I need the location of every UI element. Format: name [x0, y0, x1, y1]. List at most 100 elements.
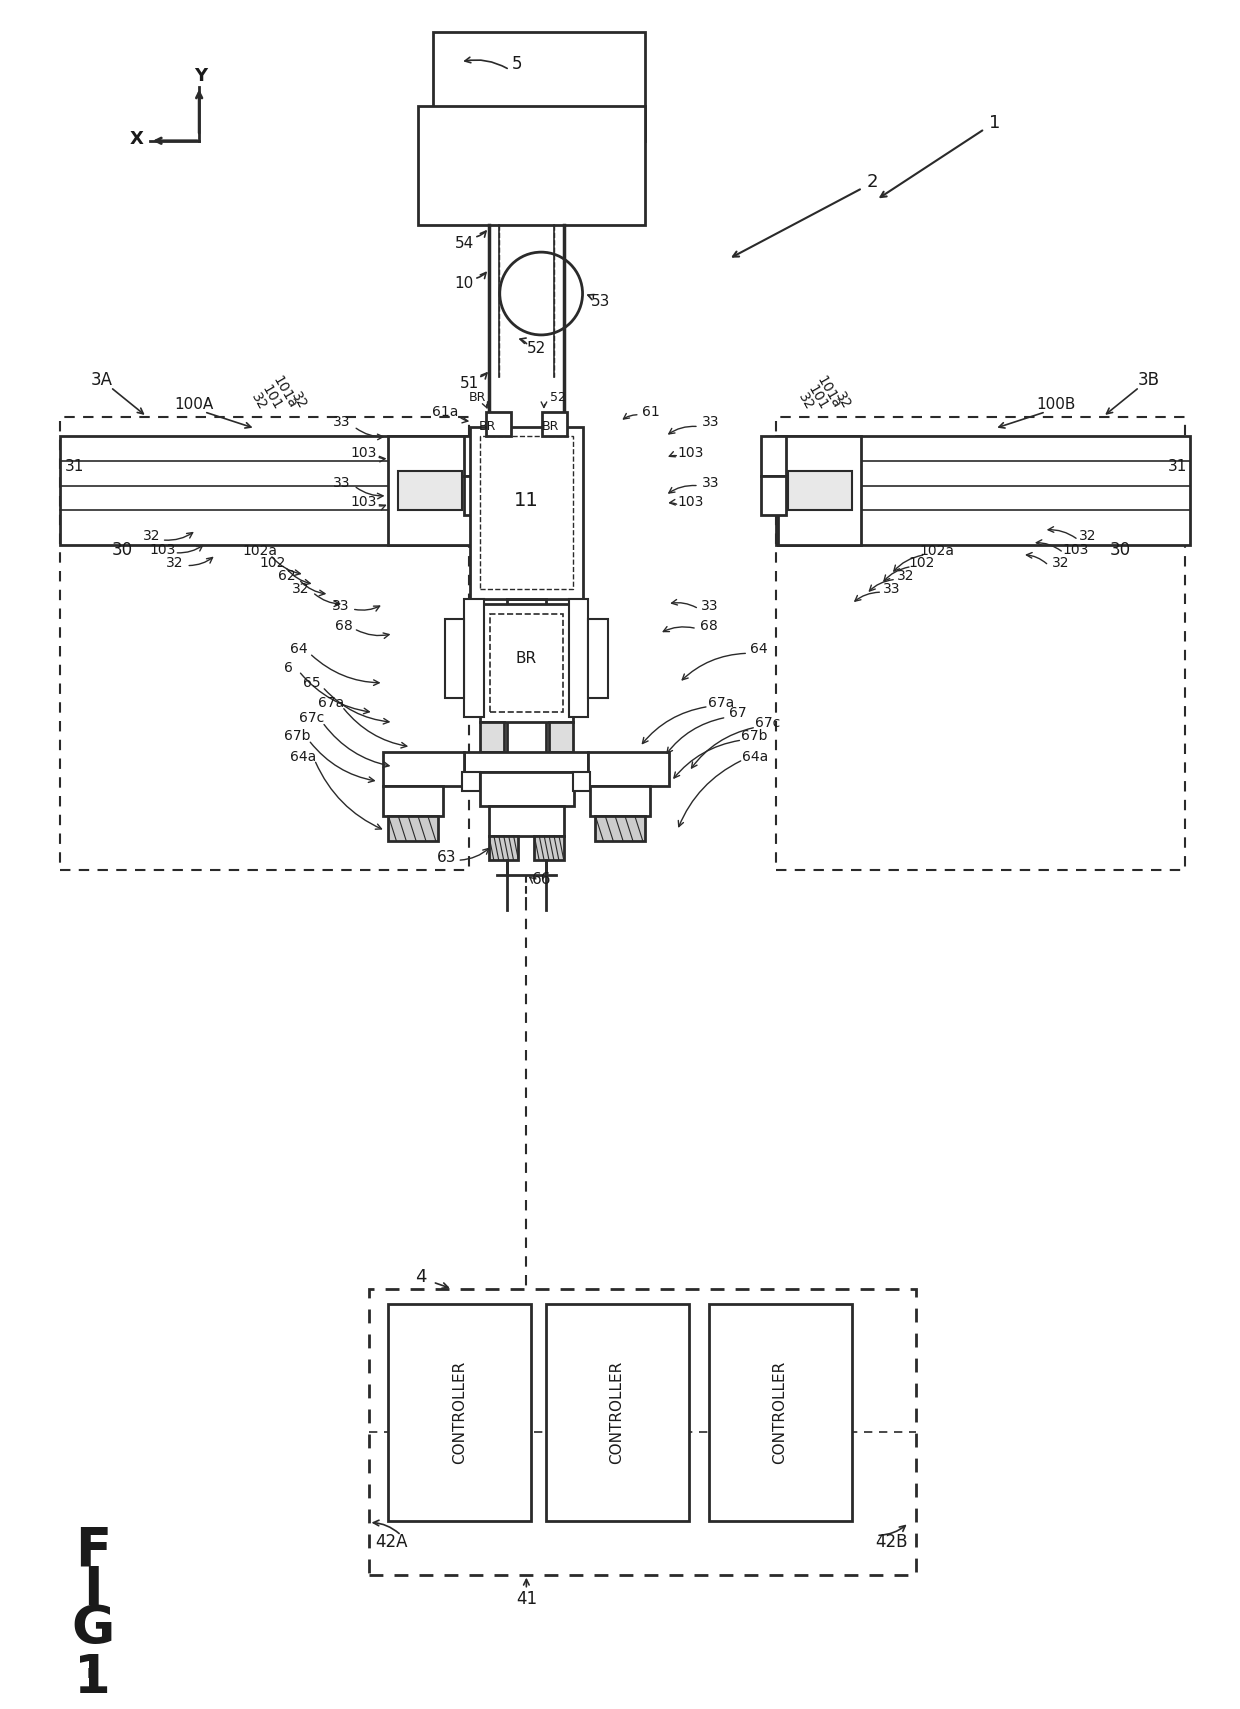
Text: 67c: 67c	[299, 711, 324, 725]
Bar	[470, 427, 583, 600]
Bar	[776, 436, 1189, 545]
Text: 5: 5	[512, 55, 523, 73]
Text: 67a: 67a	[708, 696, 734, 709]
Text: 1: 1	[988, 115, 1001, 132]
Text: 32: 32	[288, 390, 309, 412]
Text: 101: 101	[805, 383, 830, 412]
Bar	[464, 475, 489, 516]
Text: 32: 32	[897, 569, 915, 583]
Text: 67a: 67a	[319, 696, 345, 709]
Text: 102: 102	[909, 555, 935, 569]
Text: 67b: 67b	[740, 730, 768, 743]
Bar	[480, 436, 573, 590]
Text: 30: 30	[1110, 540, 1131, 559]
Text: 63: 63	[436, 849, 456, 865]
Text: 103: 103	[1063, 543, 1089, 557]
Text: .: .	[83, 1637, 103, 1690]
Bar	[589, 752, 670, 786]
Bar	[761, 475, 786, 516]
Text: 53: 53	[590, 294, 610, 309]
Circle shape	[443, 487, 459, 504]
Bar	[464, 752, 589, 771]
Text: 103: 103	[678, 496, 704, 509]
Circle shape	[500, 253, 583, 335]
Circle shape	[430, 448, 446, 465]
Bar	[590, 786, 650, 815]
Text: CONTROLLER: CONTROLLER	[451, 1360, 466, 1465]
Circle shape	[796, 448, 812, 465]
Text: 101a: 101a	[815, 373, 843, 410]
Text: 62: 62	[278, 569, 295, 583]
Bar	[61, 417, 469, 870]
Bar	[480, 723, 503, 752]
Text: 52: 52	[551, 391, 565, 403]
Text: 32: 32	[166, 555, 184, 569]
Text: 61: 61	[641, 405, 660, 419]
Bar	[573, 771, 590, 791]
Bar	[368, 1289, 915, 1574]
Text: 32: 32	[832, 390, 853, 412]
Text: 100B: 100B	[1035, 398, 1075, 412]
Circle shape	[407, 487, 423, 504]
Text: 64: 64	[750, 643, 768, 656]
Bar	[480, 603, 573, 723]
Text: 52: 52	[527, 342, 546, 355]
Bar	[388, 436, 472, 545]
Bar	[534, 836, 564, 860]
Circle shape	[820, 448, 836, 465]
Text: 42A: 42A	[374, 1533, 408, 1552]
Text: 68: 68	[699, 619, 718, 632]
Bar	[489, 836, 518, 860]
Text: 10: 10	[455, 277, 474, 291]
Bar	[418, 106, 645, 224]
Text: 102: 102	[260, 555, 286, 569]
Text: 32: 32	[795, 391, 816, 414]
Text: 33: 33	[334, 475, 351, 490]
Text: X: X	[130, 130, 144, 147]
Text: 33: 33	[702, 415, 719, 429]
Bar	[776, 417, 1184, 870]
Circle shape	[454, 487, 470, 504]
Text: 3A: 3A	[91, 371, 113, 390]
Bar	[787, 472, 852, 511]
Text: 102a: 102a	[920, 543, 955, 557]
Circle shape	[832, 487, 848, 504]
Text: 64a: 64a	[742, 750, 768, 764]
Text: 32: 32	[248, 391, 269, 414]
Text: 33: 33	[332, 598, 350, 614]
Circle shape	[832, 448, 848, 465]
Text: 33: 33	[702, 475, 719, 490]
Text: 61a: 61a	[433, 405, 459, 419]
Text: 31: 31	[66, 458, 84, 473]
Bar	[383, 786, 443, 815]
Text: 68: 68	[335, 619, 353, 632]
Bar	[489, 807, 564, 836]
Bar	[490, 614, 563, 713]
Text: 67b: 67b	[284, 730, 311, 743]
Text: Y: Y	[195, 67, 207, 85]
Text: 30: 30	[112, 540, 133, 559]
Bar	[464, 600, 484, 718]
Text: I: I	[83, 1564, 103, 1615]
Bar	[546, 1304, 689, 1521]
Text: 103: 103	[351, 496, 377, 509]
Text: 33: 33	[334, 415, 351, 429]
Circle shape	[430, 487, 446, 504]
Bar	[398, 472, 463, 511]
Circle shape	[454, 448, 470, 465]
Text: 64: 64	[290, 643, 308, 656]
Text: 51: 51	[460, 376, 479, 391]
Circle shape	[808, 487, 825, 504]
Text: 6: 6	[284, 661, 294, 675]
Bar	[388, 1304, 531, 1521]
Circle shape	[785, 448, 800, 465]
Text: 64a: 64a	[289, 750, 316, 764]
Circle shape	[843, 487, 859, 504]
Bar	[486, 412, 511, 436]
Bar	[549, 723, 573, 752]
Text: 11: 11	[515, 490, 538, 509]
Bar	[388, 815, 438, 841]
Text: 32: 32	[291, 583, 310, 596]
Text: 4: 4	[415, 1268, 427, 1287]
Text: 103: 103	[351, 446, 377, 460]
